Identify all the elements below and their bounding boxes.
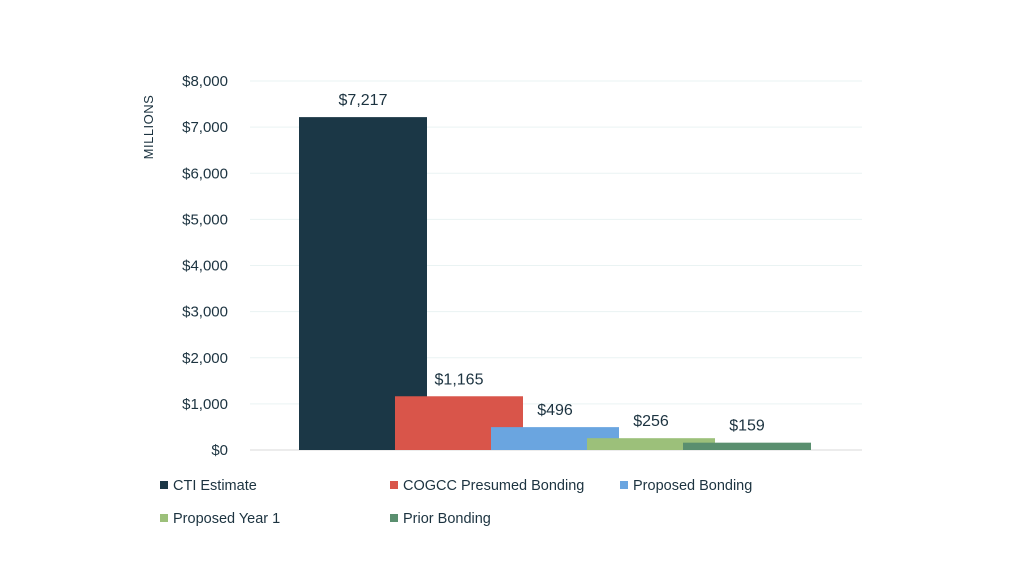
data-label: $159: [729, 418, 765, 435]
y-tick-label: $8,000: [182, 73, 228, 90]
y-axis-ticks: $0 $1,000 $2,000 $3,000 $4,000 $5,000 $6,000 $7…: [182, 73, 228, 459]
y-tick-label: $1,000: [182, 396, 228, 413]
y-tick-label: $0: [211, 442, 228, 459]
legend-swatch: [390, 514, 398, 522]
data-label: $7,217: [339, 92, 388, 109]
y-tick-label: $3,000: [182, 304, 228, 321]
legend-swatch: [620, 481, 628, 489]
legend-label: COGCC Presumed Bonding: [403, 478, 584, 494]
data-label: $1,165: [435, 371, 484, 388]
y-tick-label: $6,000: [182, 165, 228, 182]
legend-swatch: [160, 514, 168, 522]
y-tick-label: $7,000: [182, 119, 228, 136]
bars: [299, 117, 811, 450]
y-axis-title: MILLIONS: [141, 95, 156, 160]
bar-prior-bonding: [683, 442, 811, 450]
y-tick-label: $5,000: [182, 211, 228, 228]
legend-swatch: [390, 481, 398, 489]
legend-swatch: [160, 481, 168, 489]
legend: CTI Estimate COGCC Presumed Bonding Propos…: [160, 478, 752, 527]
legend-label: Proposed Bonding: [633, 478, 752, 494]
bar-cti-estimate: [299, 117, 427, 450]
legend-label: Prior Bonding: [403, 511, 491, 527]
y-tick-label: $2,000: [182, 350, 228, 367]
data-label: $496: [537, 402, 573, 419]
data-label: $256: [633, 413, 669, 430]
data-labels: $7,217 $1,165 $496 $256 $159: [339, 92, 765, 435]
bar-proposed-year-1: [587, 438, 715, 450]
y-tick-label: $4,000: [182, 258, 228, 275]
legend-label: Proposed Year 1: [173, 511, 280, 527]
legend-label: CTI Estimate: [173, 478, 257, 494]
